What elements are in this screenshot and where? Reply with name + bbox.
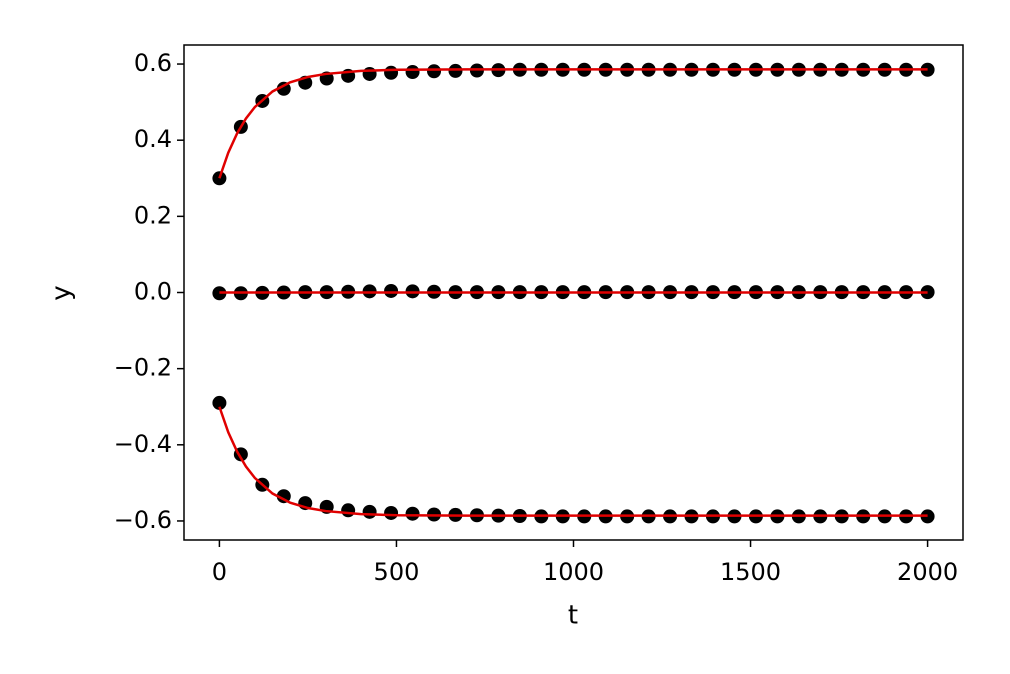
y-tick-label: 0.2 [134, 201, 172, 229]
data-point [341, 503, 356, 518]
y-tick-label: 0.6 [134, 49, 172, 77]
y-tick-label: −0.2 [114, 354, 172, 382]
data-point [362, 66, 377, 81]
data-point [384, 505, 399, 520]
fit-line [218, 68, 928, 179]
data-point [405, 506, 420, 521]
data-point [384, 283, 399, 298]
x-tick-label: 1500 [720, 558, 781, 586]
data-point [276, 81, 291, 96]
x-tick-label: 2000 [897, 558, 958, 586]
y-tick-label: 0.0 [134, 278, 172, 306]
x-tick-label: 1000 [543, 558, 604, 586]
data-point [276, 489, 291, 504]
x-tick-label: 0 [212, 558, 227, 586]
fit-line [218, 406, 928, 517]
y-tick-label: −0.4 [114, 430, 172, 458]
data-point [212, 395, 227, 410]
data-point [448, 63, 463, 78]
x-tick-label: 500 [374, 558, 420, 586]
data-point [405, 65, 420, 80]
data-point [362, 504, 377, 519]
y-tick-label: 0.4 [134, 125, 172, 153]
y-tick-label: −0.6 [114, 506, 172, 534]
data-point [384, 65, 399, 80]
y-axis-label: y [47, 285, 77, 300]
data-point [427, 64, 442, 79]
x-axis-label: t [568, 601, 578, 631]
